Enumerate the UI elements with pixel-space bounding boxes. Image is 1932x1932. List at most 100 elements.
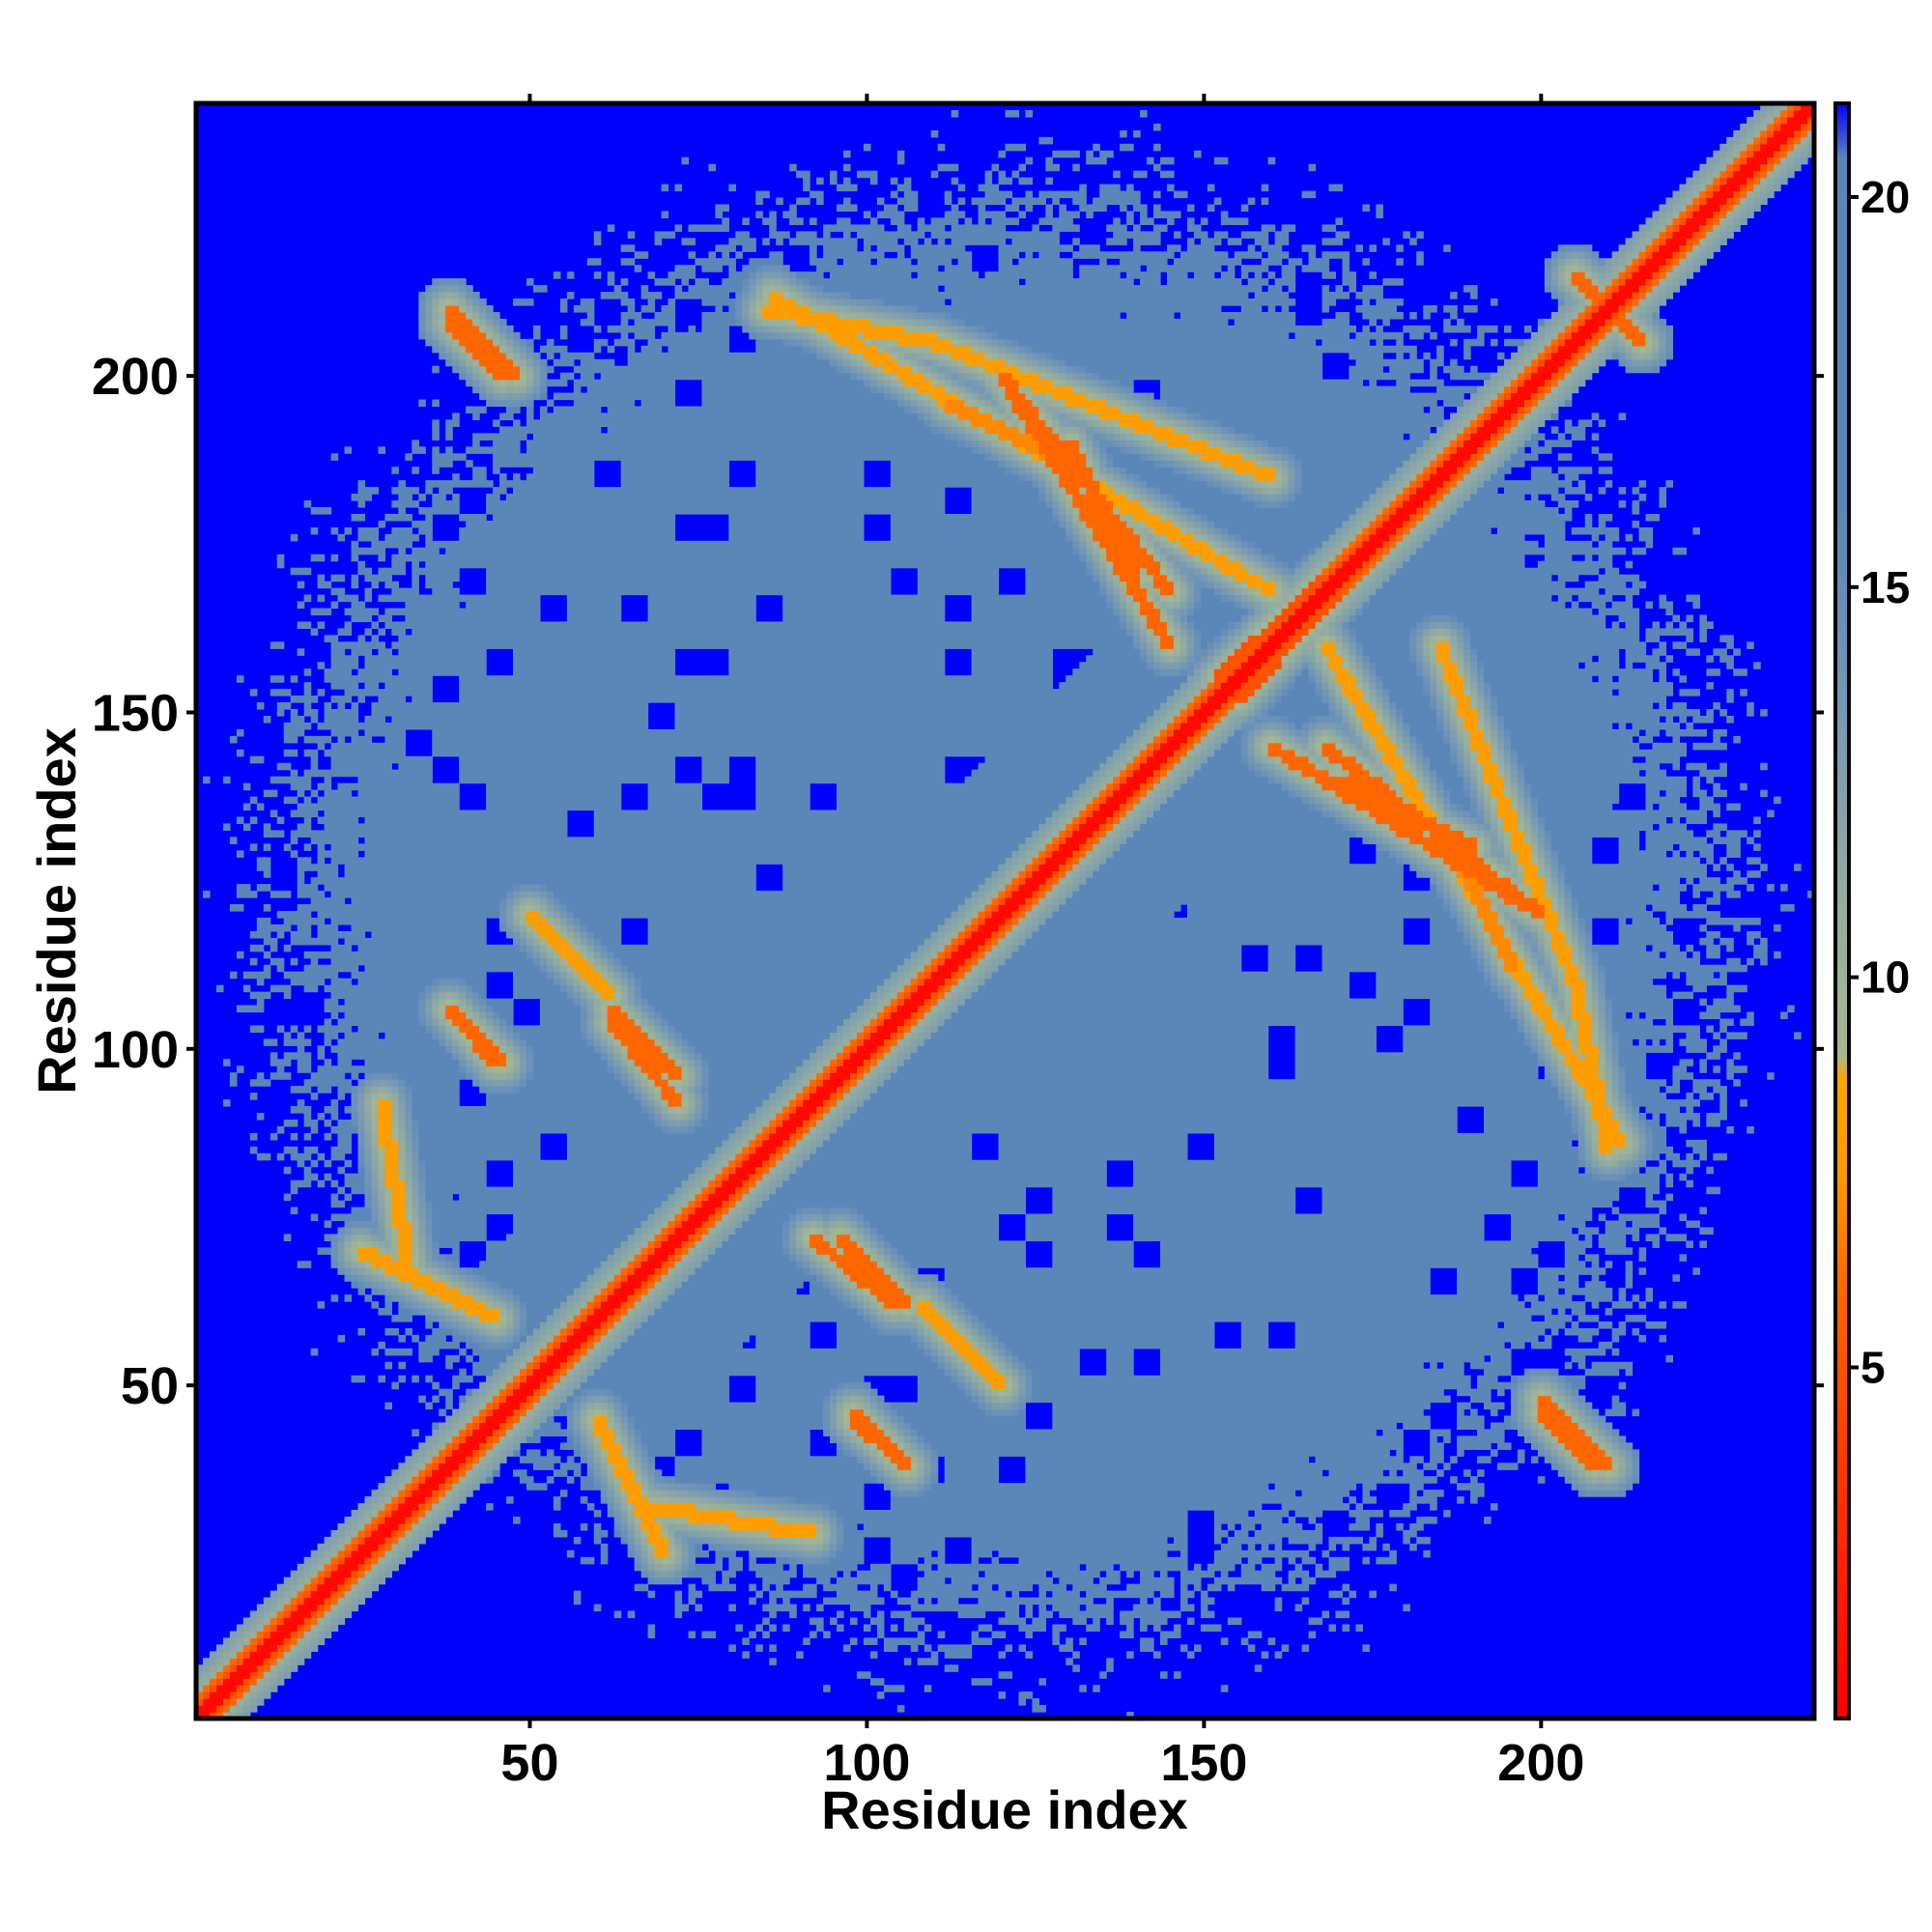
heatmap-cell [412,1449,419,1457]
heatmap-cell [338,911,346,919]
heatmap-cell [364,1174,372,1181]
heatmap-cell [439,790,446,798]
heatmap-cell [472,952,480,959]
heatmap-cell [325,1591,332,1599]
heatmap-cell [371,857,379,865]
heatmap-cell [378,1153,385,1161]
heatmap-cell [345,1079,353,1087]
heatmap-cell [439,541,446,549]
heatmap-cell [432,729,440,737]
heatmap-cell [486,1422,494,1430]
heatmap-cell [418,985,426,993]
heatmap-cell [304,1147,312,1154]
heatmap-cell [405,648,412,656]
heatmap-cell [378,1530,385,1538]
heatmap-cell [486,1274,494,1282]
heatmap-cell [378,1018,385,1026]
heatmap-cell [432,1038,440,1046]
heatmap-cell [418,521,426,528]
heatmap-cell [338,1598,346,1605]
heatmap-cell [445,655,453,663]
heatmap-cell [412,1079,419,1087]
heatmap-cell [331,453,339,461]
heatmap-cell [432,548,440,555]
heatmap-cell [250,1624,258,1632]
heatmap-cell [445,816,453,824]
heatmap-cell [398,609,406,616]
heatmap-cell [203,1685,211,1692]
heatmap-cell [412,1006,419,1013]
heatmap-cell [371,1254,379,1262]
heatmap-cell [384,743,392,751]
heatmap-cell [331,938,339,946]
heatmap-cell [331,1598,339,1605]
heatmap-cell [391,641,399,649]
heatmap-cell [311,1598,319,1605]
heatmap-cell [432,339,440,347]
heatmap-cell [325,985,332,993]
heatmap-cell [378,446,385,454]
heatmap-cell [384,1147,392,1154]
heatmap-cell [432,635,440,642]
heatmap-cell [230,1631,238,1638]
heatmap-cell [384,938,392,946]
heatmap-cell [298,911,305,919]
heatmap-cell [412,857,419,865]
heatmap-cell [318,1153,326,1161]
heatmap-cell [250,972,258,980]
heatmap-cell [412,588,419,596]
heatmap-cell [223,1059,231,1066]
heatmap-cell [331,810,339,818]
heatmap-cell [223,1691,231,1699]
heatmap-cell [298,918,305,925]
heatmap-cell [418,1214,426,1222]
heatmap-cell [472,1160,480,1168]
heatmap-cell [479,918,487,925]
heatmap-cell [398,1288,406,1295]
heatmap-cell [418,1052,426,1060]
heatmap-cell [472,979,480,986]
heatmap-cell [412,938,419,946]
heatmap-cell [466,460,473,468]
heatmap-cell [472,1140,480,1148]
heatmap-cell [398,1267,406,1275]
heatmap-cell [304,904,312,912]
heatmap-cell [425,1503,433,1511]
heatmap-cell [439,1281,446,1289]
heatmap-cell [405,487,412,495]
heatmap-cell [412,1126,419,1134]
heatmap-cell [405,904,412,912]
heatmap-cell [425,1214,433,1222]
heatmap-cell [479,641,487,649]
heatmap-cell [445,460,453,468]
heatmap-cell [459,668,467,676]
heatmap-cell [479,1032,487,1039]
heatmap-cell [352,514,359,522]
heatmap-cell [364,837,372,844]
heatmap-cell [405,675,412,683]
heatmap-cell [452,1220,460,1228]
heatmap-cell [472,864,480,871]
heatmap-cell [412,777,419,784]
heatmap-cell [466,1113,473,1121]
heatmap-cell [479,621,487,629]
heatmap-cell [405,1301,412,1309]
heatmap-cell [391,723,399,730]
heatmap-cell [452,1140,460,1148]
heatmap-cell [418,1396,426,1404]
heatmap-cell [378,1113,385,1121]
heatmap-cell [371,1167,379,1175]
heatmap-cell [412,877,419,885]
heatmap-cell [439,1496,446,1504]
heatmap-cell [425,1113,433,1121]
heatmap-cell [445,945,453,952]
heatmap-cell [418,1059,426,1066]
heatmap-cell [432,1086,440,1094]
heatmap-cell [472,870,480,878]
heatmap-cell [398,723,406,730]
heatmap-cell [358,763,366,771]
heatmap-cell [466,1267,473,1275]
heatmap-cell [479,467,487,474]
heatmap-cell [432,823,440,831]
heatmap-cell [391,1530,399,1538]
